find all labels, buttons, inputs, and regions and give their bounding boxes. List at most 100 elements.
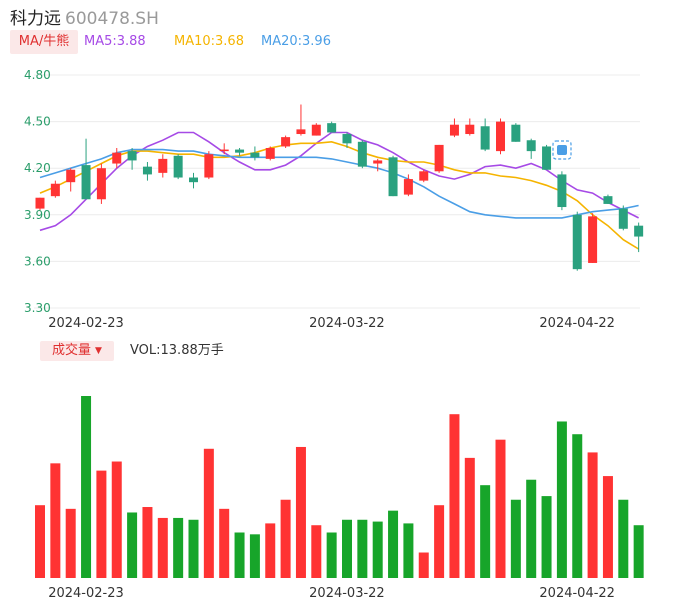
stock-name: 科力远 <box>10 9 61 29</box>
volume-bar <box>173 517 184 578</box>
candle <box>219 143 229 155</box>
volume-bar <box>96 470 107 578</box>
candle-body <box>296 129 306 135</box>
candle-body <box>634 225 644 237</box>
price-gridlines <box>34 74 640 309</box>
candle-body <box>311 124 321 136</box>
volume-bar <box>572 434 583 578</box>
volume-bar <box>357 519 368 578</box>
ma20-line <box>39 148 639 219</box>
candle-body <box>526 140 536 152</box>
volume-bar <box>449 414 460 578</box>
ma20-value: MA20:3.96 <box>261 34 331 49</box>
candle <box>158 154 168 178</box>
candle <box>327 121 337 133</box>
candle <box>618 205 628 231</box>
candle-body <box>496 121 505 152</box>
candle-body <box>572 214 582 270</box>
y-tick-label: 4.80 <box>24 68 51 82</box>
price-y-axis: 4.80 4.50 4.20 3.90 3.60 3.30 <box>24 68 51 315</box>
volume-bar <box>372 521 383 578</box>
volume-bar <box>541 496 552 578</box>
volume-bar <box>495 439 506 578</box>
volume-bar <box>265 523 276 578</box>
volume-bar <box>434 505 445 578</box>
candle-body <box>265 148 275 159</box>
candle <box>189 172 198 189</box>
candle-body <box>173 155 183 178</box>
volume-bar <box>326 532 337 578</box>
candle-body <box>557 174 567 208</box>
volume-bar <box>50 463 61 578</box>
ma10-line <box>39 140 640 250</box>
y-tick-label: 3.30 <box>24 301 51 315</box>
x-tick-label: 2024-03-22 <box>309 316 385 331</box>
ma-indicator-selector[interactable]: MA/牛熊 <box>10 30 78 54</box>
x-tick-label: 2024-04-22 <box>539 586 615 601</box>
volume-bar <box>81 396 92 578</box>
volume-bar <box>556 421 567 578</box>
candle <box>388 155 398 197</box>
ma10-value: MA10:3.68 <box>174 34 244 49</box>
volume-bar <box>602 476 613 578</box>
candle-body <box>603 196 613 204</box>
volume-bar <box>526 479 537 578</box>
candle-body <box>373 160 383 164</box>
y-tick-label: 4.20 <box>24 161 51 175</box>
candle <box>557 171 567 211</box>
volume-bar <box>65 508 76 578</box>
candle <box>235 148 245 156</box>
candle-body <box>50 183 60 197</box>
candle <box>603 194 613 204</box>
volume-bar <box>618 499 629 578</box>
candle <box>50 180 60 198</box>
candle-body <box>419 171 429 181</box>
caret-down-icon: ▼ <box>95 346 102 356</box>
candle <box>204 151 214 180</box>
candle <box>465 118 475 136</box>
candle <box>496 118 505 155</box>
candle <box>357 140 367 169</box>
marker-core-icon <box>557 145 567 155</box>
volume-bar <box>295 446 306 578</box>
volume-bar <box>311 525 322 578</box>
volume-bar <box>280 499 291 578</box>
candle-body <box>204 154 214 178</box>
candle <box>449 118 459 138</box>
stock-title: 科力远 600478.SH <box>10 4 159 29</box>
candle <box>112 148 122 169</box>
x-tick-label: 2024-02-23 <box>48 316 124 331</box>
candle-body <box>434 144 444 172</box>
candle <box>342 132 352 149</box>
volume-bar <box>127 512 138 578</box>
candle <box>419 169 429 183</box>
volume-bars <box>35 396 644 578</box>
volume-bar <box>234 532 245 578</box>
candle-body <box>127 151 137 161</box>
candle <box>480 118 490 152</box>
volume-indicator-selector[interactable]: 成交量 ▼ <box>40 341 114 361</box>
candle-body <box>250 152 260 158</box>
candle-body <box>189 177 198 183</box>
candle <box>35 197 45 211</box>
candle <box>281 135 291 149</box>
candle <box>526 138 536 159</box>
candle <box>434 144 444 173</box>
candle <box>588 213 598 263</box>
candle <box>66 168 76 192</box>
candle-body <box>96 168 106 200</box>
volume-bar <box>403 523 414 578</box>
candle <box>403 174 413 197</box>
volume-bar <box>418 552 429 578</box>
candle <box>127 148 137 170</box>
volume-bar <box>249 534 260 578</box>
candle <box>542 144 552 170</box>
volume-bar <box>510 499 521 578</box>
candle-body <box>588 216 598 263</box>
price-x-axis: 2024-02-23 2024-03-22 2024-04-22 <box>48 316 615 331</box>
candle-body <box>219 149 229 152</box>
candle <box>142 161 152 181</box>
crosshair-marker[interactable] <box>552 140 572 160</box>
x-tick-label: 2024-02-23 <box>48 586 124 601</box>
